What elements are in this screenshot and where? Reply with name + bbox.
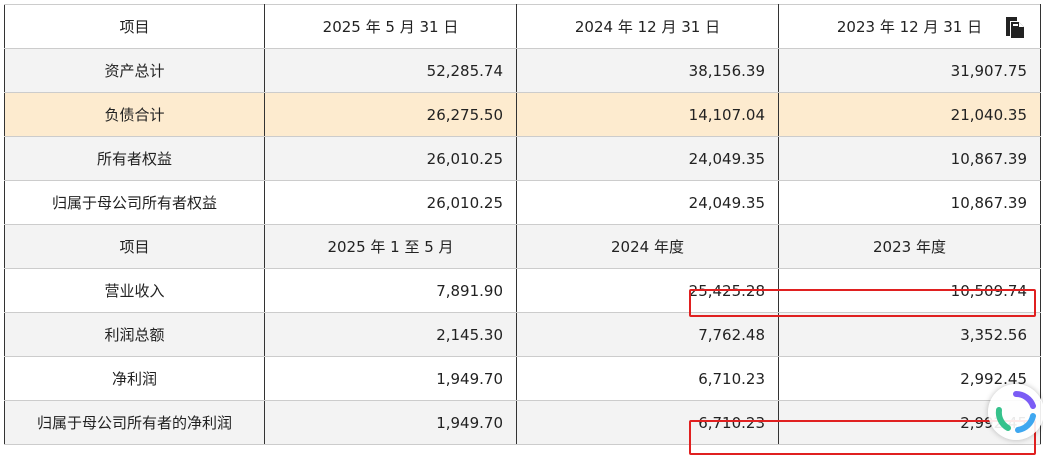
header-cell-2023-12-31: 2023 年 12 月 31 日 (778, 4, 1041, 49)
row-label: 营业收入 (4, 268, 265, 313)
table-row-parent-equity: 归属于母公司所有者权益 26,010.25 24,049.35 10,867.3… (4, 180, 1041, 225)
value-cell: 24,049.35 (516, 180, 779, 225)
row-label: 归属于母公司所有者权益 (4, 180, 265, 225)
table-row-operating-revenue: 营业收入 7,891.90 25,425.28 10,509.74 (4, 268, 1041, 313)
table-header-row: 项目 2025 年 5 月 31 日 2024 年 12 月 31 日 2023… (4, 4, 1041, 49)
table-row-total-assets: 资产总计 52,285.74 38,156.39 31,907.75 (4, 48, 1041, 93)
value-cell: 14,107.04 (516, 92, 779, 137)
value-cell: 26,010.25 (264, 136, 517, 181)
row-label: 利润总额 (4, 312, 265, 357)
value-cell: 7,762.48 (516, 312, 779, 357)
value-cell: 10,509.74 (778, 268, 1041, 313)
value-cell: 1,949.70 (264, 400, 517, 445)
header-cell-2025-jan-may: 2025 年 1 至 5 月 (264, 224, 517, 269)
table-row-net-profit: 净利润 1,949.70 6,710.23 2,992.45 (4, 356, 1041, 401)
value-cell: 6,710.23 (516, 356, 779, 401)
row-label: 所有者权益 (4, 136, 265, 181)
value-cell: 6,710.23 (516, 400, 779, 445)
table-row-total-liabilities: 负债合计 26,275.50 14,107.04 21,040.35 (4, 92, 1041, 137)
row-label: 负债合计 (4, 92, 265, 137)
value-cell: 38,156.39 (516, 48, 779, 93)
assistant-badge-icon[interactable] (988, 384, 1043, 440)
row-label: 归属于母公司所有者的净利润 (4, 400, 265, 445)
value-cell: 24,049.35 (516, 136, 779, 181)
value-cell: 1,949.70 (264, 356, 517, 401)
header-cell-2024-12-31: 2024 年 12 月 31 日 (516, 4, 779, 49)
value-cell: 25,425.28 (516, 268, 779, 313)
header-cell-item: 项目 (4, 4, 265, 49)
income-header-row: 项目 2025 年 1 至 5 月 2024 年度 2023 年度 (4, 224, 1041, 269)
value-cell: 3,352.56 (778, 312, 1041, 357)
value-cell: 2,992.45 (778, 356, 1041, 401)
header-cell-2023: 2023 年度 (778, 224, 1041, 269)
header-cell-2023-12-31-text: 2023 年 12 月 31 日 (836, 18, 983, 36)
row-label: 资产总计 (4, 48, 265, 93)
header-cell-item: 项目 (4, 224, 265, 269)
value-cell: 10,867.39 (778, 180, 1041, 225)
value-cell: 21,040.35 (778, 92, 1041, 137)
value-cell: 2,145.30 (264, 312, 517, 357)
value-cell: 7,891.90 (264, 268, 517, 313)
header-cell-2025-05-31: 2025 年 5 月 31 日 (264, 4, 517, 49)
value-cell: 26,010.25 (264, 180, 517, 225)
value-cell: 26,275.50 (264, 92, 517, 137)
table-row-owners-equity: 所有者权益 26,010.25 24,049.35 10,867.39 (4, 136, 1041, 181)
row-label: 净利润 (4, 356, 265, 401)
table-row-total-profit: 利润总额 2,145.30 7,762.48 3,352.56 (4, 312, 1041, 357)
header-cell-2024: 2024 年度 (516, 224, 779, 269)
financial-table: 项目 2025 年 5 月 31 日 2024 年 12 月 31 日 2023… (4, 4, 1041, 445)
value-cell: 31,907.75 (778, 48, 1041, 93)
value-cell: 10,867.39 (778, 136, 1041, 181)
table-row-parent-net-profit: 归属于母公司所有者的净利润 1,949.70 6,710.23 2,992.45 (4, 400, 1041, 445)
value-cell: 52,285.74 (264, 48, 517, 93)
copy-icon[interactable] (1004, 15, 1026, 39)
